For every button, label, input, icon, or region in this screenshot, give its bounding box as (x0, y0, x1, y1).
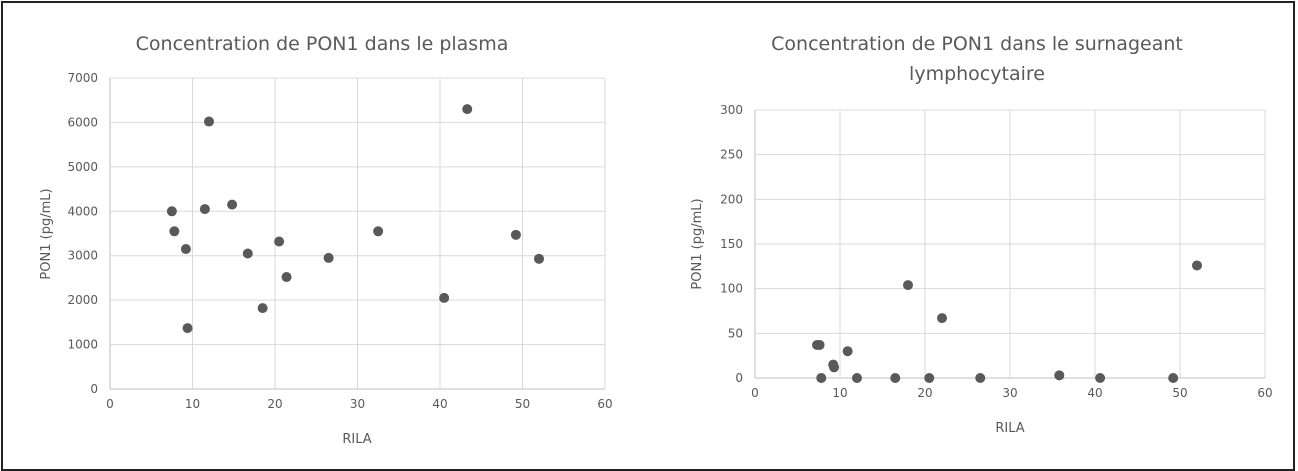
chart-surnageant-point (937, 313, 947, 324)
chart-surnageant-title-line-1: Concentration de PON1 dans le surnageant (771, 33, 1183, 55)
chart-plasma-xtick-label: 50 (515, 397, 530, 411)
chart-surnageant-xtick-label: 60 (1257, 386, 1272, 400)
chart-plasma-title: Concentration de PON1 dans le plasma (136, 33, 509, 55)
chart-plasma-ytick-label: 0 (90, 382, 98, 396)
chart-plasma-point (462, 104, 473, 115)
chart-surnageant-title-line-2: lymphocytaire (909, 63, 1045, 85)
chart-surnageant-point (1054, 370, 1065, 381)
chart-plasma-point (199, 204, 210, 215)
chart-plasma-ytick-label: 7000 (67, 71, 98, 85)
chart-surnageant-point (1192, 260, 1202, 271)
chart-plasma-ytick-label: 3000 (67, 249, 98, 263)
chart-plasma-point (510, 229, 521, 240)
chart-surnageant-ytick-label: 100 (720, 282, 743, 296)
chart-surnageant-xtick-label: 30 (1002, 386, 1017, 400)
chart-surnageant-point (816, 373, 827, 383)
chart-surnageant-xlabel: RILA (995, 421, 1024, 436)
chart-surnageant: Concentration de PON1 dans le surnageant… (690, 33, 1273, 436)
chart-plasma: Concentration de PON1 dans le plasma RIL… (39, 33, 613, 447)
chart-surnageant-xtick-label: 50 (1172, 386, 1187, 400)
chart-surnageant-point (975, 373, 986, 383)
chart-surnageant-point (1095, 373, 1106, 383)
chart-surnageant-point (903, 280, 913, 291)
chart-plasma-ylabel: PON1 (pg/mL) (39, 188, 54, 279)
chart-plasma-xlabel: RILA (342, 432, 371, 447)
chart-plasma-xtick-label: 10 (185, 397, 200, 411)
chart-plasma-ytick-label: 6000 (67, 115, 98, 129)
chart-plasma-ytick-label: 5000 (67, 160, 98, 174)
chart-surnageant-xtick-label: 10 (832, 386, 847, 400)
chart-surnageant-xtick-label: 40 (1087, 386, 1102, 400)
chart-plasma-point (281, 272, 292, 283)
chart-surnageant-point (814, 339, 825, 350)
chart-plasma-point (204, 116, 214, 127)
chart-plasma-point (373, 226, 384, 237)
chart-plasma-point (169, 226, 180, 237)
chart-plasma-point (534, 253, 544, 264)
chart-surnageant-point (1168, 373, 1179, 383)
chart-surnageant-point (842, 346, 853, 357)
chart-surnageant-point (890, 373, 901, 383)
chart-surnageant-xtick-label: 20 (917, 386, 932, 400)
chart-plasma-ytick-label: 4000 (67, 204, 98, 218)
chart-surnageant-ytick-label: 200 (720, 192, 743, 206)
chart-plasma-xtick-label: 40 (432, 397, 447, 411)
chart-surnageant-point (829, 362, 840, 373)
chart-plasma-point (274, 236, 285, 247)
chart-plasma-point (227, 199, 238, 210)
chart-surnageant-ytick-label: 300 (720, 103, 743, 117)
chart-plasma-point (257, 303, 268, 314)
chart-surnageant-ytick-label: 150 (720, 237, 743, 251)
chart-surnageant-ytick-label: 250 (720, 148, 743, 162)
chart-surnageant-point (852, 373, 862, 383)
chart-plasma-ytick-label: 2000 (67, 293, 98, 307)
chart-plasma-point (242, 248, 253, 259)
chart-plasma-point (439, 292, 450, 303)
chart-plasma-xtick-label: 30 (350, 397, 365, 411)
chart-plasma-xtick-label: 0 (106, 397, 114, 411)
chart-surnageant-ytick-label: 0 (735, 371, 743, 385)
chart-plasma-point (182, 323, 193, 334)
chart-plasma-point (323, 252, 334, 263)
chart-plasma-ytick-label: 1000 (67, 338, 98, 352)
chart-plasma-xtick-label: 60 (597, 397, 612, 411)
chart-surnageant-ylabel: PON1 (pg/mL) (690, 198, 705, 289)
chart-surnageant-point (924, 373, 935, 383)
chart-plasma-point (180, 244, 191, 255)
chart-surnageant-ytick-label: 50 (728, 326, 743, 340)
chart-plasma-xtick-label: 20 (267, 397, 282, 411)
chart-surnageant-xtick-label: 0 (751, 386, 759, 400)
chart-plasma-point (166, 206, 177, 217)
